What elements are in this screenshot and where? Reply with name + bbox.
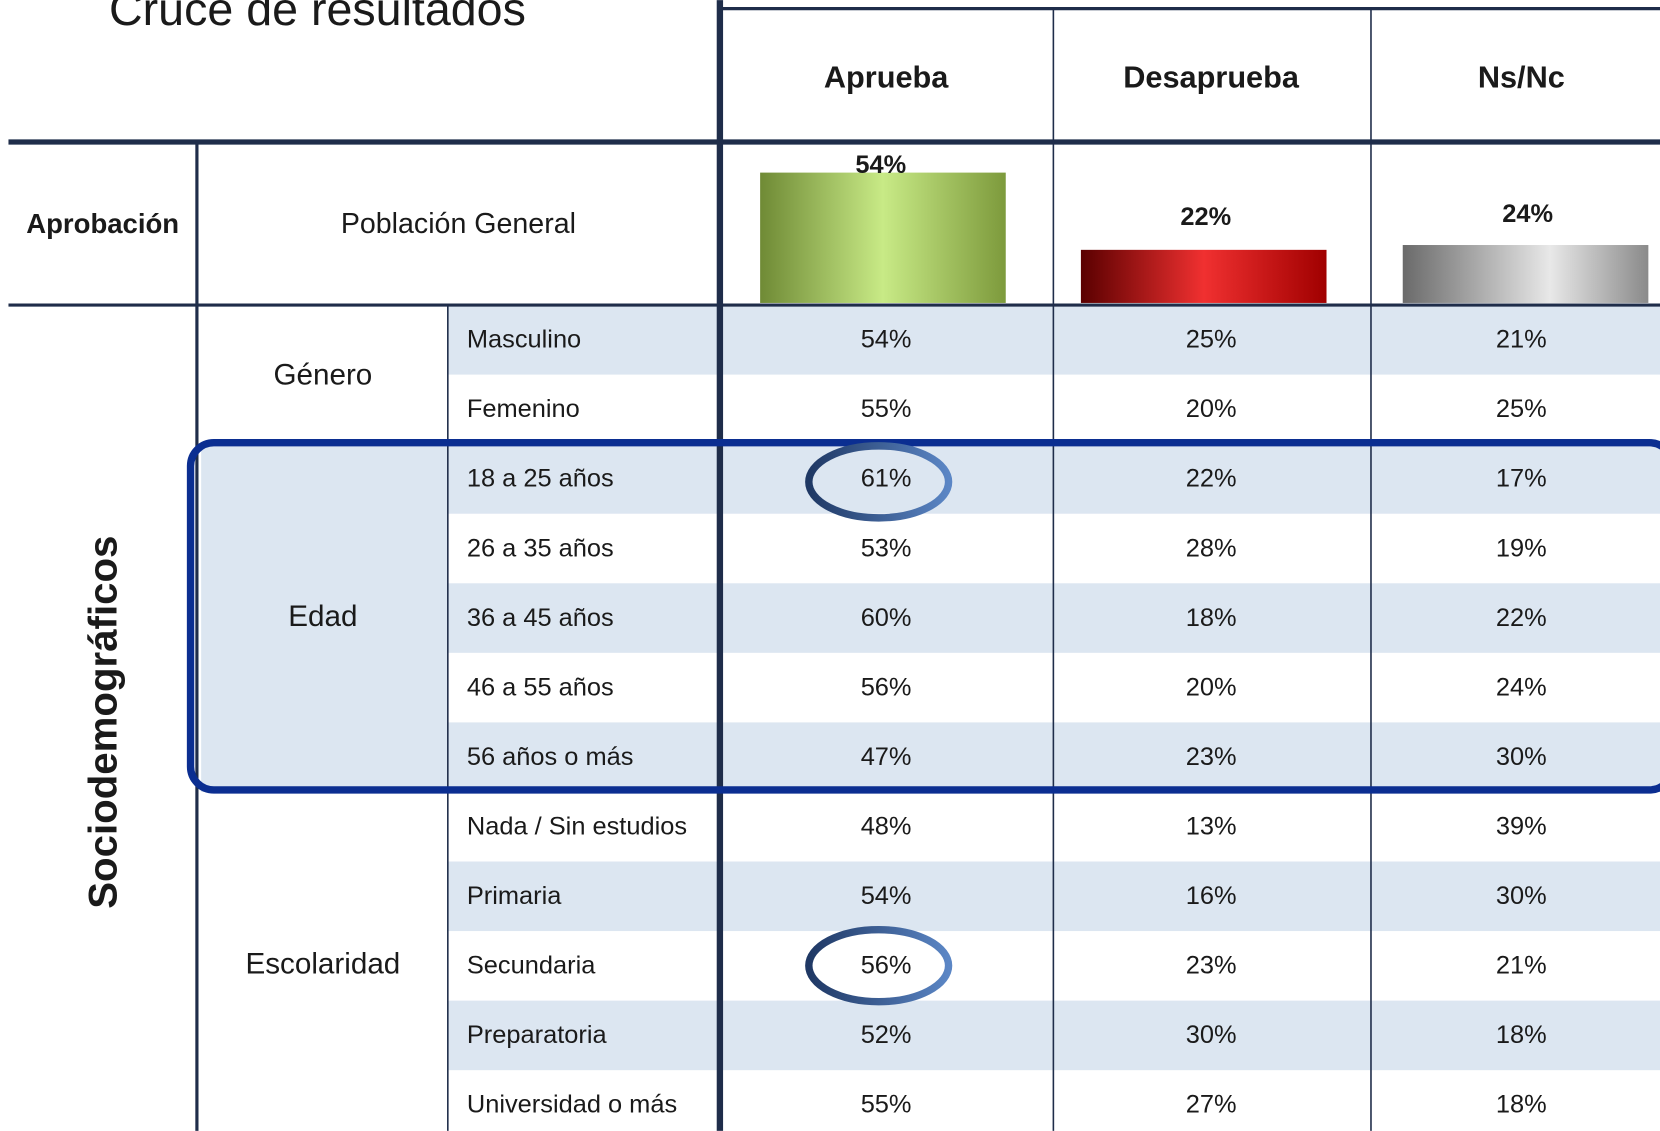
slide-title: Cruce de resultados (109, 0, 526, 35)
cell-value: 22% (1496, 604, 1547, 632)
cell-value: 18% (1496, 1091, 1547, 1119)
cell-value: 56% (861, 673, 912, 701)
cell-value: 53% (861, 534, 912, 562)
group-label: Escolaridad (245, 948, 400, 981)
column-header: Ns/Nc (1478, 60, 1565, 95)
cell-value: 19% (1496, 534, 1547, 562)
cell-value: 20% (1186, 673, 1237, 701)
cell-value: 25% (1186, 326, 1237, 354)
bar-value-label: 24% (1502, 200, 1553, 228)
cell-value: 39% (1496, 812, 1547, 840)
cell-value: 60% (861, 604, 912, 632)
cell-value: 18% (1186, 604, 1237, 632)
cell-value: 13% (1186, 812, 1237, 840)
row-label: Población General (341, 208, 576, 240)
cell-value: 61% (861, 465, 912, 493)
row-label: Universidad o más (467, 1091, 677, 1119)
cell-value: 21% (1496, 326, 1547, 354)
cell-value: 24% (1496, 673, 1547, 701)
row-label: 46 a 55 años (467, 673, 614, 701)
cell-value: 25% (1496, 395, 1547, 423)
row-label: Femenino (467, 395, 580, 423)
bar-value-label: 22% (1180, 203, 1231, 231)
cell-value: 30% (1186, 1021, 1237, 1049)
cell-value: 47% (861, 743, 912, 771)
highlight-box (186, 438, 1660, 794)
group-label: Género (273, 359, 372, 392)
highlight-circle (805, 442, 953, 522)
row-label: 18 a 25 años (467, 465, 614, 493)
column-header: Aprueba (824, 60, 949, 95)
cell-value: 22% (1186, 465, 1237, 493)
row-label: 36 a 45 años (467, 604, 614, 632)
row-group-label: Aprobación (26, 208, 179, 239)
group-label: Edad (288, 600, 357, 633)
row-label: 56 años o más (467, 743, 634, 771)
row-label: Secundaria (467, 952, 596, 980)
cell-value: 18% (1496, 1021, 1547, 1049)
cell-value: 20% (1186, 395, 1237, 423)
cell-value: 54% (861, 882, 912, 910)
cell-value: 55% (861, 1091, 912, 1119)
bar-value-label: 54% (855, 151, 906, 179)
cell-value: 28% (1186, 534, 1237, 562)
row-label: Nada / Sin estudios (467, 812, 687, 840)
row-label: 26 a 35 años (467, 534, 614, 562)
column-header: Desaprueba (1123, 60, 1300, 95)
table-background (201, 305, 1660, 1071)
cell-value: 30% (1496, 882, 1547, 910)
highlight-circle (805, 925, 953, 1006)
bar (1402, 245, 1649, 303)
table-grid (8, 0, 1660, 1131)
cell-value: 54% (861, 326, 912, 354)
row-label: Primaria (467, 882, 562, 910)
cell-value: 56% (861, 952, 912, 980)
cell-value: 52% (861, 1021, 912, 1049)
cell-value: 21% (1496, 952, 1547, 980)
table-body: Aprueba Desaprueba Ns/Nc 54% 22% 24% Masculino… (245, 60, 1649, 1119)
bar (1080, 249, 1327, 303)
cell-value: 27% (1186, 1091, 1237, 1119)
group-shade (201, 444, 448, 792)
row-label: Preparatoria (467, 1021, 608, 1049)
cell-value: 16% (1186, 882, 1237, 910)
cell-value: 17% (1496, 465, 1547, 493)
bar (760, 172, 1006, 303)
cell-value: 23% (1186, 952, 1237, 980)
cell-value: 48% (861, 812, 912, 840)
section-label: Sociodemográficos (80, 536, 125, 909)
cell-value: 55% (861, 395, 912, 423)
row-label: Masculino (467, 326, 581, 354)
cell-value: 30% (1496, 743, 1547, 771)
cell-value: 23% (1186, 743, 1237, 771)
